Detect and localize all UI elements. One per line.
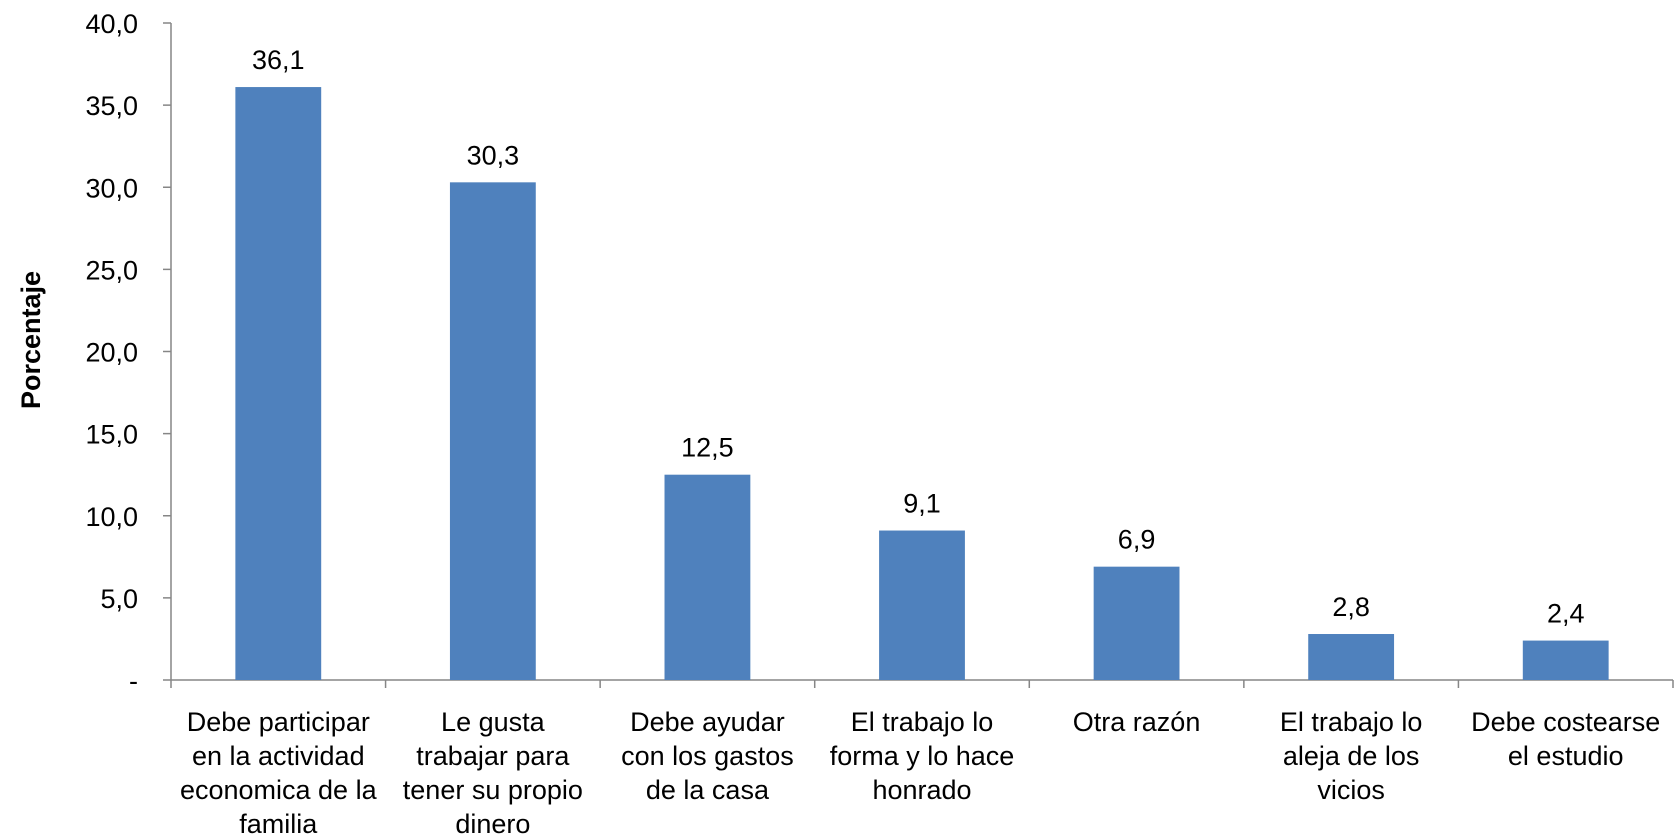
x-category-label-line: Debe participar xyxy=(187,707,370,737)
x-category-label: Debe participar en la actividad economica … xyxy=(180,707,378,835)
y-tick-label: 25,0 xyxy=(85,255,138,285)
x-category-label-line: Debe ayudar xyxy=(630,707,785,737)
bar xyxy=(1093,566,1180,680)
y-tick-label: 40,0 xyxy=(85,9,138,39)
x-category-label-line: en la actividad xyxy=(192,741,365,771)
x-category-label: Otra razón xyxy=(1073,707,1201,737)
x-category-label-line: con los gastos xyxy=(621,741,794,771)
x-category-label-line: familia xyxy=(239,809,318,835)
x-category-label-line: Otra razón xyxy=(1073,707,1201,737)
x-category-label: Le gusta trabajar para tener su propio dine… xyxy=(403,707,583,835)
x-category-label: El trabajo lo aleja de los vicios xyxy=(1280,707,1423,805)
y-tick-label: 35,0 xyxy=(85,91,138,121)
x-category-label-line: trabajar para xyxy=(416,741,570,771)
bar xyxy=(664,474,751,680)
x-axis xyxy=(170,679,1674,688)
x-category-label-line: El trabajo lo xyxy=(851,707,994,737)
y-tick-label: 15,0 xyxy=(85,420,138,450)
data-labels: 36,1 30,3 12,5 9,1 6,9 2,8 2,4 xyxy=(252,45,1584,629)
x-category-label-line: vicios xyxy=(1317,775,1385,805)
data-label: 36,1 xyxy=(252,45,305,75)
category-labels: Debe participar en la actividad economica … xyxy=(180,707,1660,835)
data-label: 12,5 xyxy=(681,433,734,463)
data-label: 2,4 xyxy=(1547,599,1585,629)
y-tick-label: 5,0 xyxy=(100,584,138,614)
x-category-label-line: honrado xyxy=(872,775,971,805)
data-label: 9,1 xyxy=(903,489,941,519)
y-tick-label: 30,0 xyxy=(85,173,138,203)
y-axis-title-group: Porcentaje xyxy=(16,271,46,409)
x-category-label-line: aleja de los xyxy=(1283,741,1420,771)
x-category-label: Debe ayudar con los gastos de la casa xyxy=(621,707,794,805)
y-tick-label: 10,0 xyxy=(85,502,138,532)
x-category-label-line: dinero xyxy=(455,809,530,835)
y-axis-title: Porcentaje xyxy=(16,271,46,409)
bars xyxy=(235,87,1609,681)
y-tick-label: 20,0 xyxy=(85,338,138,368)
data-label: 2,8 xyxy=(1332,592,1370,622)
bar xyxy=(1308,634,1395,680)
x-category-label: Debe costearse el estudio xyxy=(1471,707,1660,771)
x-category-label-line: El trabajo lo xyxy=(1280,707,1423,737)
x-category-label: El trabajo lo forma y lo hace honrado xyxy=(830,707,1015,805)
x-category-label-line: tener su propio xyxy=(403,775,583,805)
x-category-label-line: forma y lo hace xyxy=(830,741,1015,771)
y-tick-label: - xyxy=(129,666,138,696)
x-category-label-line: el estudio xyxy=(1508,741,1624,771)
x-category-label-line: de la casa xyxy=(646,775,770,805)
data-label: 6,9 xyxy=(1118,525,1156,555)
bar xyxy=(449,182,536,680)
x-category-label-line: Le gusta xyxy=(441,707,546,737)
x-category-label-line: economica de la xyxy=(180,775,378,805)
bar xyxy=(879,530,965,680)
x-category-label-line: Debe costearse xyxy=(1471,707,1660,737)
bar xyxy=(235,87,322,681)
bar xyxy=(1522,640,1609,680)
data-label: 30,3 xyxy=(467,140,520,170)
y-axis: - 5,0 10,0 15,0 20,0 25,0 30,0 35,0 40,0 xyxy=(85,9,172,696)
